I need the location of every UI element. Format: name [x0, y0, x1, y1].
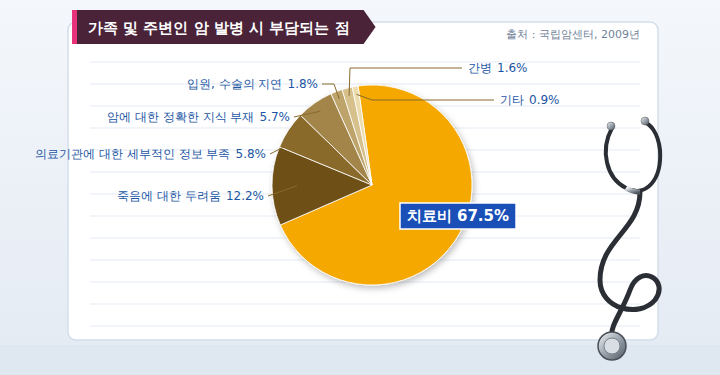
data-label: 죽음에 대한 두려움 12.2%	[117, 189, 264, 203]
data-labels: 치료비 67.5% 죽음에 대한 두려움 12.2% 의료기관에 대한 세부적인 정보 …	[35, 61, 559, 229]
paper-line	[90, 62, 640, 63]
source: 출처 : 국립암센터, 2009년	[506, 28, 640, 41]
data-label: 암에 대한 정확한 지식 부재 5.7%	[107, 110, 290, 124]
label-value: 0.9%	[529, 93, 560, 107]
slice	[342, 87, 372, 185]
label-value: 5.7%	[260, 110, 291, 124]
label-value: 5.8%	[236, 147, 267, 161]
title-banner	[72, 10, 376, 44]
stethoscope	[598, 117, 660, 360]
label-category: 기타	[500, 93, 524, 107]
highlight-label: 치료비 67.5%	[400, 203, 516, 229]
slice	[352, 86, 372, 185]
label-category: 의료기관에 대한 세부적인 정보 부족	[35, 147, 230, 161]
leader-line	[322, 84, 339, 99]
paper-line	[90, 304, 640, 305]
data-label: 기타 0.9%	[500, 93, 560, 107]
chest-piece-inner	[604, 338, 620, 354]
paper-line	[90, 326, 640, 327]
background	[0, 0, 720, 375]
data-label: 입원, 수술의 지연 1.8%	[187, 77, 318, 91]
stethoscope-tube	[600, 192, 659, 336]
label-value: 1.6%	[497, 61, 528, 75]
card	[68, 22, 658, 340]
chart: 가족 및 주변인 암 발병 시 부담되는 점출처 : 국립암센터, 2009년치…	[0, 0, 720, 375]
title-group: 가족 및 주변인 암 발병 시 부담되는 점	[72, 10, 376, 44]
label-value: 1.8%	[288, 77, 319, 91]
chest-piece	[598, 332, 626, 360]
stethoscope-metal	[626, 188, 640, 192]
leader-line	[270, 138, 301, 154]
label-category: 암에 대한 정확한 지식 부재	[107, 110, 254, 124]
leader-line	[268, 186, 297, 196]
label-category: 치료비	[407, 207, 452, 225]
stethoscope-tube	[606, 122, 660, 191]
paper-line	[90, 84, 640, 85]
label-category: 간병	[468, 61, 492, 75]
earpiece	[641, 117, 649, 125]
leader-line	[357, 94, 494, 100]
pie	[272, 85, 472, 285]
label-value: 67.5%	[457, 207, 509, 225]
label-value: 12.2%	[226, 189, 264, 203]
label-box	[400, 203, 516, 229]
title: 가족 및 주변인 암 발병 시 부담되는 점	[88, 19, 350, 37]
earpiece	[607, 122, 615, 130]
data-label: 간병 1.6%	[468, 61, 528, 75]
label-category: 죽음에 대한 두려움	[117, 189, 221, 203]
title-accent	[72, 10, 77, 44]
data-label: 치료비 67.5%	[407, 207, 509, 225]
leader-line	[349, 68, 462, 96]
leader-line	[294, 111, 320, 117]
data-label: 의료기관에 대한 세부적인 정보 부족 5.8%	[35, 147, 266, 161]
label-category: 입원, 수술의 지연	[187, 77, 282, 91]
